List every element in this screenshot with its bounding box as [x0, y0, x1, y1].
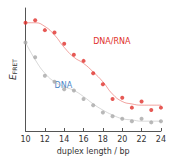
svg-text:16: 16	[78, 135, 88, 144]
svg-text:22: 22	[136, 135, 146, 144]
svg-text:18: 18	[98, 135, 108, 144]
svg-text:FRET: FRET	[11, 59, 18, 74]
svg-text:E: E	[7, 74, 18, 80]
svg-text:10: 10	[20, 135, 30, 144]
svg-text:20: 20	[117, 135, 127, 144]
svg-text:DNA/RNA: DNA/RNA	[93, 37, 131, 46]
svg-text:14: 14	[59, 135, 69, 144]
svg-text:DNA: DNA	[54, 81, 73, 91]
svg-text:24: 24	[156, 135, 166, 144]
svg-text:duplex length / bp: duplex length / bp	[57, 147, 130, 156]
svg-text:12: 12	[40, 135, 50, 144]
